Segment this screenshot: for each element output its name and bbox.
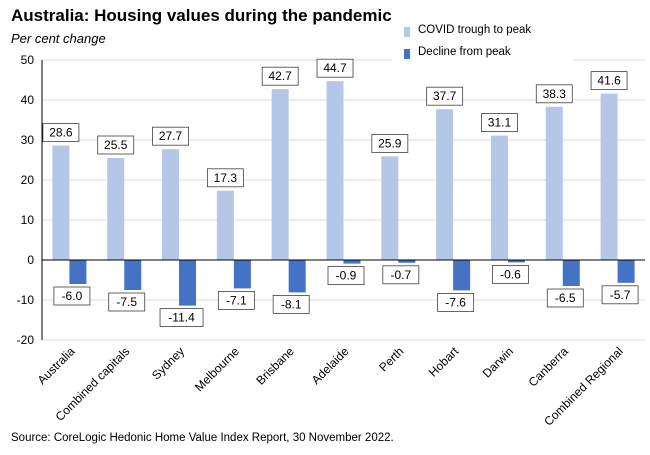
- y-tick-label: 30: [21, 133, 35, 147]
- y-tick-label: 20: [21, 173, 35, 187]
- data-label-box: [53, 286, 91, 306]
- bar-decline-from-peak: [562, 260, 580, 286]
- bar-covid-trough-to-peak: [271, 89, 289, 260]
- y-tick-label: 0: [27, 253, 34, 267]
- data-label-box: [590, 71, 628, 90]
- bar-covid-trough-to-peak: [436, 109, 454, 260]
- data-label-covid-trough-to-peak: 17.3: [214, 171, 238, 185]
- data-label-box: [261, 66, 299, 86]
- bar-covid-trough-to-peak: [162, 149, 180, 260]
- data-label-box: [437, 292, 475, 312]
- y-tick-label: 50: [21, 53, 35, 67]
- x-category-label: Adelaide: [309, 344, 352, 387]
- data-label-box: [601, 285, 639, 305]
- chart-title: Australia: Housing values during the pan…: [11, 6, 392, 25]
- bar-decline-from-peak: [288, 260, 306, 293]
- data-label-decline-from-peak: -7.1: [226, 293, 247, 307]
- data-label-box: [481, 113, 518, 132]
- data-label-covid-trough-to-peak: 44.7: [323, 61, 347, 75]
- data-label-box: [152, 126, 189, 146]
- bar-decline-from-peak: [179, 260, 197, 306]
- bar-covid-trough-to-peak: [600, 93, 618, 260]
- data-label-covid-trough-to-peak: 37.7: [433, 89, 457, 103]
- data-label-box: [546, 288, 584, 308]
- data-label-decline-from-peak: -8.1: [281, 297, 302, 311]
- bar-covid-trough-to-peak: [545, 106, 563, 260]
- data-label-box: [97, 135, 135, 155]
- bar-covid-trough-to-peak: [326, 81, 344, 260]
- y-tick-label: 40: [21, 93, 35, 107]
- data-label-decline-from-peak: -0.9: [336, 269, 357, 283]
- y-tick-label: -20: [17, 333, 35, 347]
- x-category-label: Brisbane: [253, 344, 297, 388]
- data-label-covid-trough-to-peak: 42.7: [269, 69, 293, 83]
- x-category-label: Canberra: [526, 344, 572, 390]
- bar-decline-from-peak: [69, 260, 87, 284]
- bar-decline-from-peak: [233, 260, 251, 289]
- data-label-box: [535, 84, 573, 104]
- data-label-box: [327, 266, 365, 286]
- y-tick-label: -10: [17, 293, 35, 307]
- x-category-label: Melbourne: [192, 344, 242, 394]
- data-label-box: [217, 290, 255, 310]
- data-label-box: [382, 265, 420, 285]
- x-category-label: Darwin: [480, 344, 516, 380]
- data-label-decline-from-peak: -7.5: [116, 295, 137, 309]
- data-label-decline-from-peak: -11.4: [168, 311, 195, 325]
- data-label-decline-from-peak: -0.7: [390, 268, 411, 282]
- data-label-covid-trough-to-peak: 38.3: [543, 87, 567, 101]
- data-label-box: [206, 168, 244, 188]
- data-label-box: [492, 264, 529, 284]
- data-label-covid-trough-to-peak: 41.6: [597, 74, 621, 88]
- bar-covid-trough-to-peak: [216, 190, 234, 260]
- bar-decline-from-peak: [507, 260, 525, 263]
- bar-covid-trough-to-peak: [381, 156, 399, 260]
- x-category-label: Australia: [35, 344, 78, 387]
- bar-decline-from-peak: [343, 260, 361, 264]
- data-label-decline-from-peak: -7.6: [445, 295, 466, 309]
- data-label-box: [42, 123, 80, 142]
- bar-covid-trough-to-peak: [52, 145, 70, 260]
- data-label-box: [316, 58, 354, 78]
- data-label-decline-from-peak: -5.7: [610, 288, 631, 302]
- data-label-box: [108, 292, 146, 312]
- legend-swatch-series-1: [404, 27, 410, 37]
- legend-label-series-1: COVID trough to peak: [418, 24, 532, 36]
- data-label-box: [371, 133, 409, 153]
- bar-decline-from-peak: [617, 260, 635, 283]
- data-label-decline-from-peak: -0.6: [500, 267, 521, 281]
- x-category-label: Perth: [376, 344, 406, 374]
- legend-swatch-series-2: [404, 49, 410, 59]
- data-label-box: [272, 294, 310, 314]
- data-label-covid-trough-to-peak: 27.7: [159, 129, 183, 143]
- data-label-box: [159, 308, 204, 328]
- data-label-box: [426, 86, 464, 106]
- bar-decline-from-peak: [124, 260, 142, 290]
- x-category-label: Hobart: [426, 344, 462, 380]
- bar-covid-trough-to-peak: [490, 135, 508, 260]
- bar-covid-trough-to-peak: [107, 158, 125, 260]
- chart-source: Source: CoreLogic Hedonic Home Value Ind…: [11, 432, 394, 444]
- data-label-decline-from-peak: -6.0: [62, 289, 83, 303]
- chart-subtitle: Per cent change: [11, 31, 106, 46]
- legend: COVID trough to peak Decline from peak: [392, 17, 573, 67]
- data-label-decline-from-peak: -6.5: [555, 291, 576, 305]
- data-label-covid-trough-to-peak: 25.5: [104, 138, 128, 152]
- legend-label-series-2: Decline from peak: [418, 46, 511, 58]
- data-label-covid-trough-to-peak: 25.9: [378, 136, 402, 150]
- bar-decline-from-peak: [398, 260, 416, 263]
- y-tick-label: 10: [21, 213, 35, 227]
- data-label-covid-trough-to-peak: 28.6: [49, 126, 73, 140]
- x-category-label: Sydney: [149, 344, 187, 382]
- bar-decline-from-peak: [453, 260, 471, 291]
- data-label-covid-trough-to-peak: 31.1: [488, 116, 512, 130]
